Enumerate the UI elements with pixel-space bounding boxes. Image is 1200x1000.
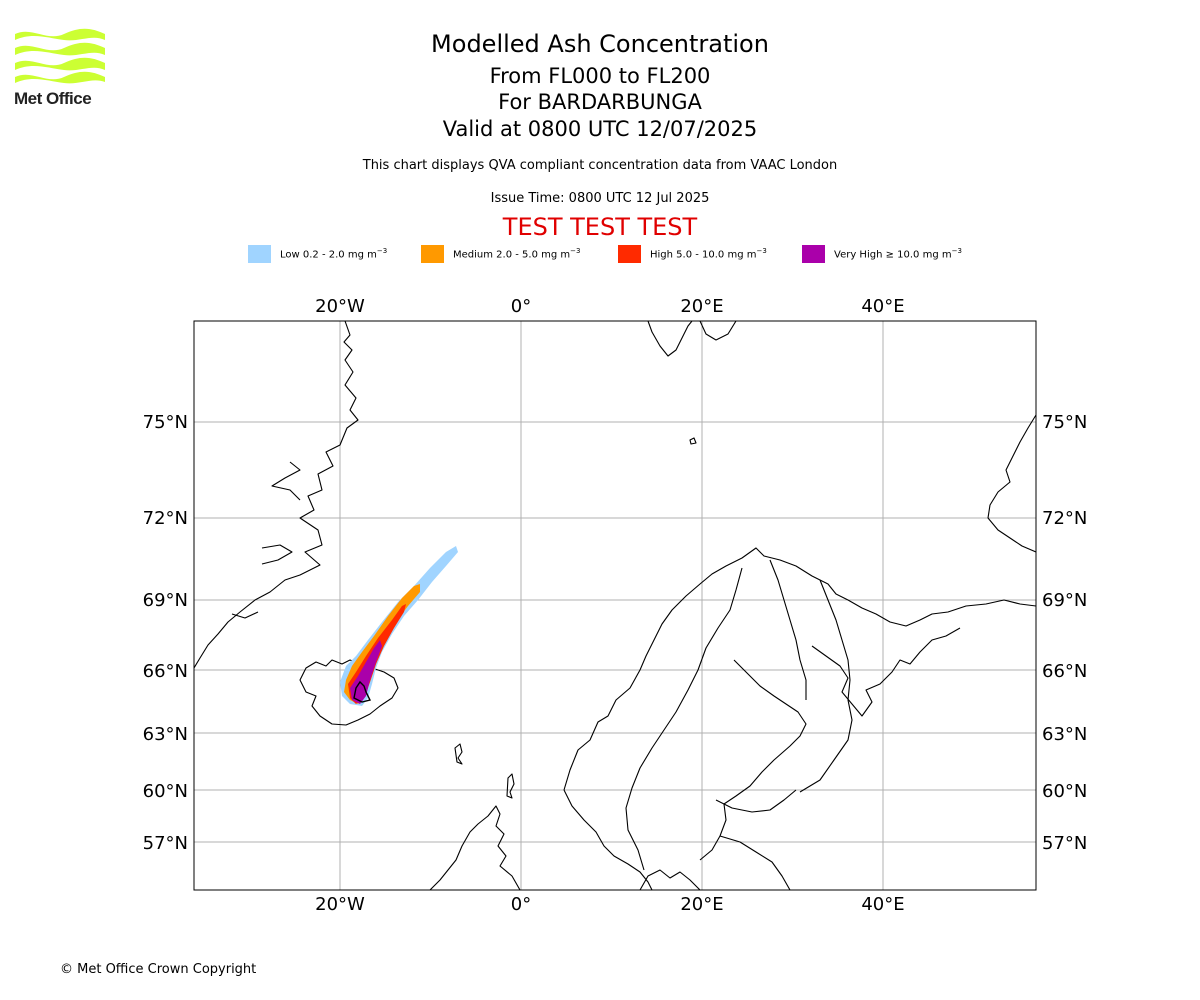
coast-white-sea [811, 627, 961, 717]
legend-item-very-high: Very High ≥ 10.0 mg m−3 [802, 244, 962, 264]
lat-tick-left: 72°N [143, 508, 188, 529]
legend-label-medium: Medium 2.0 - 5.0 mg m−3 [453, 247, 581, 261]
coast-greenland-fjords [231, 461, 301, 619]
lat-tick-labels-right: 75°N 72°N 69°N 66°N 63°N 60°N 57°N [1042, 412, 1087, 854]
coast-svalbard [647, 321, 737, 357]
test-banner: TEST TEST TEST [502, 213, 698, 241]
volcano-name: For BARDARBUNGA [498, 90, 702, 114]
coast-faroes [454, 743, 463, 765]
lon-tick-top: 40°E [861, 296, 904, 317]
lat-tick-right: 72°N [1042, 508, 1087, 529]
lat-tick-right: 66°N [1042, 661, 1087, 682]
lat-tick-left: 69°N [143, 590, 188, 611]
legend-label-low: Low 0.2 - 2.0 mg m−3 [280, 247, 388, 261]
coast-baltic [699, 659, 807, 861]
legend-swatch-low [248, 245, 271, 263]
coast-greenland [194, 321, 359, 669]
met-office-logo: Met Office [12, 28, 108, 114]
legend-item-low: Low 0.2 - 2.0 mg m−3 [248, 244, 387, 264]
legend-swatch-medium [421, 245, 444, 263]
lat-tick-left: 60°N [143, 781, 188, 802]
copyright-notice: © Met Office Crown Copyright [60, 962, 257, 977]
valid-time: Valid at 0800 UTC 12/07/2025 [442, 117, 758, 141]
chart-description: This chart displays QVA compliant concen… [362, 158, 838, 173]
legend-label-high: High 5.0 - 10.0 mg m−3 [650, 247, 767, 261]
lon-tick-top: 20°W [315, 296, 365, 317]
coast-norway-south [563, 789, 653, 890]
lon-tick-bottom: 40°E [861, 894, 904, 915]
coast-shetland [506, 773, 515, 799]
logo-text: Met Office [14, 89, 92, 108]
legend-item-high: High 5.0 - 10.0 mg m−3 [618, 244, 767, 264]
volcano-source-polygon [353, 680, 372, 703]
coast-norway [563, 547, 1036, 791]
lon-tick-labels: 20°W 0° 20°E 40°E 20°W 0° 20°E 40°E [315, 296, 904, 915]
lon-tick-top: 20°E [680, 296, 723, 317]
ash-plume [340, 546, 458, 706]
lat-tick-right: 60°N [1042, 781, 1087, 802]
lat-tick-labels-left: 75°N 72°N 69°N 66°N 63°N 60°N 57°N [143, 412, 188, 854]
issue-time: Issue Time: 0800 UTC 12 Jul 2025 [490, 191, 710, 206]
ash-very-high [350, 640, 382, 704]
lat-tick-left: 63°N [143, 724, 188, 745]
lat-tick-right: 57°N [1042, 833, 1087, 854]
lat-tick-right: 69°N [1042, 590, 1087, 611]
legend-swatch-very-high [802, 245, 825, 263]
legend-label-very-high: Very High ≥ 10.0 mg m−3 [834, 247, 962, 261]
legend-item-medium: Medium 2.0 - 5.0 mg m−3 [421, 244, 580, 264]
coast-scotland [429, 805, 521, 890]
border-finland-russia [799, 579, 853, 793]
legend-swatch-high [618, 245, 641, 263]
coast-gulf-of-finland [715, 789, 797, 890]
lon-tick-bottom: 20°W [315, 894, 365, 915]
chart-title: Modelled Ash Concentration [431, 30, 769, 58]
lat-tick-left: 57°N [143, 833, 188, 854]
lon-tick-bottom: 20°E [680, 894, 723, 915]
lon-tick-bottom: 0° [511, 894, 531, 915]
map-frame [193, 320, 1037, 891]
coast-bjornoya [689, 437, 697, 445]
border-norway-sweden [625, 567, 743, 871]
graticule [194, 321, 1036, 890]
lat-tick-left: 66°N [143, 661, 188, 682]
coastlines [194, 321, 1036, 890]
lat-tick-right: 75°N [1042, 412, 1087, 433]
border-sweden-finland [769, 559, 807, 700]
ash-map: 20°W 0° 20°E 40°E 20°W 0° 20°E 40°E 75°N… [143, 296, 1088, 915]
coast-denmark [639, 869, 701, 890]
lat-tick-left: 75°N [143, 412, 188, 433]
coast-iceland [299, 659, 399, 726]
coast-novaya-zemlya [987, 414, 1036, 553]
flight-level-range: From FL000 to FL200 [489, 64, 711, 88]
met-office-wave-icon [15, 28, 105, 84]
lon-tick-top: 0° [511, 296, 531, 317]
lat-tick-right: 63°N [1042, 724, 1087, 745]
